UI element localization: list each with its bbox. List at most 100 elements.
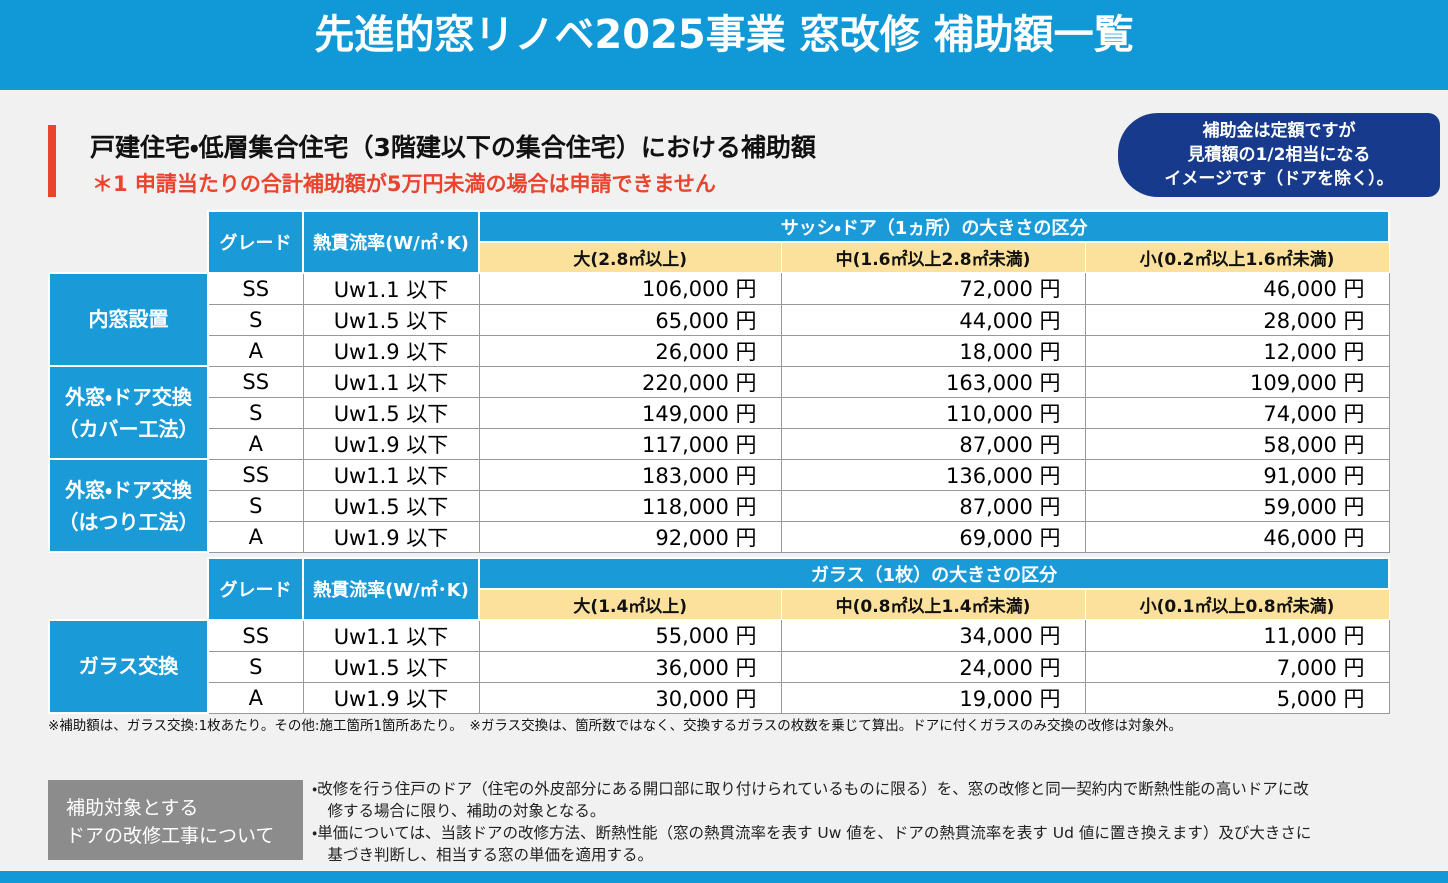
table: グレード 熱貫流率(W/㎡･K) ガラス（1枚）の大きさの区分 大(1.4㎡以上) 中(… — [48, 557, 1391, 714]
section-heading: 戸建住宅・低層集合住宅（3階建以下の集合住宅）における補助額 — [90, 133, 816, 162]
grade-header: グレード — [207, 210, 304, 274]
data-row: S Uw1.5 以下 149,000 円 110,000 円 74,000 円 — [49, 396, 1390, 429]
amount-cell: 12,000 円 — [1084, 334, 1390, 367]
amount-cell: 149,000 円 — [478, 396, 782, 429]
header-row: グレード 熱貫流率(W/㎡･K) ガラス（1枚）の大きさの区分 — [49, 557, 1391, 621]
group-label: ガラス交換 — [48, 618, 209, 714]
accent-bar — [48, 125, 56, 197]
amount-cell: 5,000 円 — [1084, 681, 1390, 714]
group-label: 内窓設置 — [48, 271, 209, 367]
data-row: A Uw1.9 以下 26,000 円 18,000 円 12,000 円 — [49, 334, 1390, 367]
corner-cell — [49, 558, 208, 620]
grade-cell: SS — [207, 365, 304, 398]
group-label: 外窓・ドア交換 （カバー工法） — [48, 365, 209, 460]
table: グレード 熱貫流率(W/㎡･K) サッシ・ドア（1ヵ所）の大きさの区分 大(2.8㎡以… — [48, 210, 1391, 553]
header-row: グレード 熱貫流率(W/㎡･K) サッシ・ドア（1ヵ所）の大きさの区分 — [49, 210, 1391, 274]
amount-cell: 34,000 円 — [780, 619, 1086, 652]
grade-cell: Uw1.1 以下 — [302, 272, 480, 305]
group-label-line: （はつり工法） — [58, 509, 199, 534]
grade-cell: Uw1.9 以下 — [302, 681, 480, 714]
grade-cell: Uw1.5 以下 — [302, 489, 480, 522]
amount-cell: 18,000 円 — [780, 334, 1086, 367]
amount-cell: 117,000 円 — [478, 427, 782, 460]
data-row: 外窓・ドア交換 （カバー工法） SS Uw1.1 以下 220,000 円 163,000… — [48, 365, 1390, 460]
door-line: 修する場合に限り、補助の対象となる。 — [312, 802, 606, 820]
amount-cell: 109,000 円 — [1084, 365, 1390, 398]
door-line: ・改修を行う住戸のドア（住宅の外皮部分にある開口部に取り付けられているものに限る… — [312, 780, 1309, 798]
grade-cell: Uw1.1 以下 — [302, 365, 480, 398]
title: 先進的窓リノベ2025事業 窓改修 補助額一覧 — [0, 0, 1448, 90]
data-row: S Uw1.5 以下 36,000 円 24,000 円 7,000 円 — [49, 650, 1390, 683]
grade-cell: Uw1.9 以下 — [302, 520, 480, 553]
amount-cell: 74,000 円 — [1084, 396, 1390, 429]
amount-cell: 7,000 円 — [1084, 650, 1390, 683]
amount-cell: 87,000 円 — [780, 427, 1086, 460]
grade-header: グレード — [207, 557, 304, 621]
amount-cell: 30,000 円 — [478, 681, 782, 714]
grade-cell: SS — [207, 458, 304, 491]
amount-cell: 183,000 円 — [478, 458, 782, 491]
grade-cell: A — [207, 427, 304, 460]
amount-cell: 55,000 円 — [478, 619, 782, 652]
group-label: 外窓・ドア交換 （はつり工法） — [48, 458, 209, 553]
grade-cell: S — [207, 489, 304, 522]
amount-cell: 11,000 円 — [1084, 619, 1390, 652]
uw-header: 熱貫流率(W/㎡･K) — [302, 557, 480, 621]
grade-cell: Uw1.5 以下 — [302, 396, 480, 429]
grade-cell: Uw1.1 以下 — [302, 458, 480, 491]
amount-cell: 136,000 円 — [780, 458, 1086, 491]
data-row: A Uw1.9 以下 117,000 円 87,000 円 58,000 円 — [49, 427, 1390, 460]
amount-cell: 106,000 円 — [478, 272, 782, 305]
amount-cell: 118,000 円 — [478, 489, 782, 522]
amount-cell: 24,000 円 — [780, 650, 1086, 683]
amount-cell: 44,000 円 — [780, 303, 1086, 336]
uw-header: 熱貫流率(W/㎡･K) — [302, 210, 480, 274]
header-row: 大(2.8㎡以上) 中(1.6㎡以上2.8㎡未満) 小(0.2㎡以上1.6㎡未満) — [49, 241, 1390, 273]
amount-cell: 59,000 円 — [1084, 489, 1390, 522]
amount-cell: 65,000 円 — [478, 303, 782, 336]
amount-cell: 58,000 円 — [1084, 427, 1390, 460]
door-line: 基づき判断し、相当する窓の単価を適用する。 — [312, 846, 654, 864]
grade-cell: Uw1.9 以下 — [302, 334, 480, 367]
size-column: 小(0.2㎡以上1.6㎡未満) — [1084, 241, 1390, 273]
data-row: 内窓設置 SS Uw1.1 以下 106,000 円 72,000 円 46,000 円 — [48, 271, 1390, 367]
group-label-line: （カバー工法） — [58, 416, 199, 441]
grade-cell: A — [207, 334, 304, 367]
door-label: 補助対象とする ドアの改修工事について — [48, 780, 303, 860]
data-row: S Uw1.5 以下 118,000 円 87,000 円 59,000 円 — [49, 489, 1390, 522]
header-row: 大(1.4㎡以上) 中(0.8㎡以上1.4㎡未満) 小(0.1㎡以上0.8㎡未満) — [49, 588, 1390, 620]
size-header: ガラス（1枚）の大きさの区分 — [477, 557, 1391, 590]
corner-cell — [49, 211, 208, 273]
size-column: 小(0.1㎡以上0.8㎡未満) — [1084, 588, 1390, 620]
badge-line: 見積額の1/2相当になる — [1187, 145, 1371, 165]
door-label-line: ドアの改修工事について — [66, 825, 275, 847]
badge: 補助金は定額ですが 見積額の1/2相当になる イメージです（ドアを除く）。 — [1118, 113, 1440, 197]
grade-cell: Uw1.5 以下 — [302, 650, 480, 683]
bottom-bar — [0, 871, 1448, 883]
amount-cell: 28,000 円 — [1084, 303, 1390, 336]
amount-cell: 46,000 円 — [1084, 272, 1390, 305]
group-label-line: 内窓設置 — [88, 307, 169, 332]
grade-cell: A — [207, 681, 304, 714]
footnote: ※補助額は、ガラス交換:1枚あたり。その他:施工箇所1箇所あたり。 ※ガラス交換… — [48, 718, 1183, 734]
data-row: A Uw1.9 以下 30,000 円 19,000 円 5,000 円 — [49, 681, 1390, 714]
grade-cell: S — [207, 650, 304, 683]
grade-cell: SS — [207, 619, 304, 652]
size-header: サッシ・ドア（1ヵ所）の大きさの区分 — [477, 210, 1391, 243]
badge-line: 補助金は定額ですが — [1202, 121, 1356, 141]
amount-cell: 72,000 円 — [780, 272, 1086, 305]
amount-cell: 92,000 円 — [478, 520, 782, 553]
size-column: 中(1.6㎡以上2.8㎡未満) — [780, 241, 1086, 273]
amount-cell: 87,000 円 — [780, 489, 1086, 522]
data-row: ガラス交換 SS Uw1.1 以下 55,000 円 34,000 円 11,000 円 — [48, 618, 1390, 714]
door-line: ・単価については、当該ドアの改修方法、断熱性能（窓の熱貫流率を表す Uw 値を、… — [312, 824, 1312, 842]
amount-cell: 69,000 円 — [780, 520, 1086, 553]
group-label-line: 外窓・ドア交換 — [65, 477, 192, 502]
amount-cell: 19,000 円 — [780, 681, 1086, 714]
size-column: 大(2.8㎡以上) — [478, 241, 782, 273]
door-text: ・改修を行う住戸のドア（住宅の外皮部分にある開口部に取り付けられているものに限る… — [312, 778, 1311, 866]
group-label-line: ガラス交換 — [78, 654, 179, 679]
grade-cell: S — [207, 396, 304, 429]
data-row: 外窓・ドア交換 （はつり工法） SS Uw1.1 以下 183,000 円 136,000… — [48, 458, 1390, 553]
